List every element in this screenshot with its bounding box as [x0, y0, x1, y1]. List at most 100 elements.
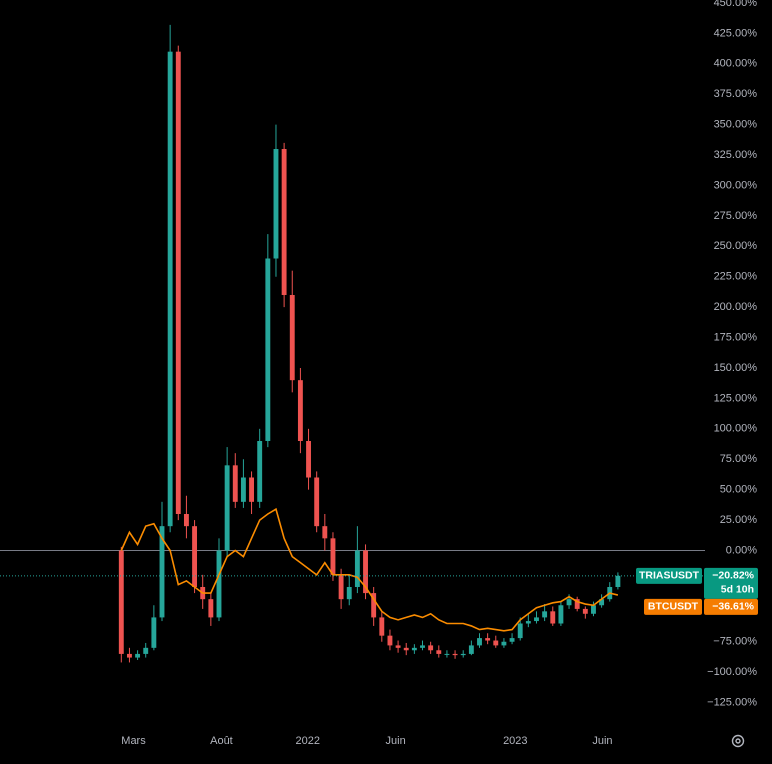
value-tag-text: −20.82% — [712, 570, 754, 582]
candle-body — [574, 599, 580, 609]
series-name-tag-text: TRIASUSDT — [639, 570, 700, 582]
candle-body — [501, 641, 507, 646]
candle-body — [582, 608, 588, 614]
y-tick-label: 225.00% — [714, 271, 758, 283]
y-tick-label: 450.00% — [714, 0, 758, 9]
line-series — [120, 507, 619, 632]
x-tick-label: Août — [210, 735, 233, 747]
candle-body — [232, 465, 238, 502]
candle-body — [534, 617, 539, 622]
candle-body — [615, 575, 621, 587]
candle-body — [167, 51, 173, 527]
candle-body — [558, 605, 564, 624]
y-tick-label: 75.00% — [720, 453, 758, 465]
candle-body — [444, 653, 450, 655]
candle-body — [338, 574, 344, 600]
candle-body — [346, 587, 352, 600]
y-tick-label: 275.00% — [714, 210, 758, 222]
x-tick-label: 2023 — [503, 735, 527, 747]
candles — [118, 24, 621, 663]
candle-body — [297, 380, 303, 441]
candle-body — [436, 650, 442, 654]
series-name-tag — [644, 598, 702, 615]
candle-body — [525, 621, 531, 624]
candle-body — [395, 645, 401, 648]
candle-body — [452, 653, 458, 656]
y-tick-label: 375.00% — [714, 88, 758, 100]
candle-body — [314, 477, 320, 527]
candle-body — [517, 623, 523, 639]
candle-body — [257, 441, 263, 502]
candle-body — [403, 647, 409, 651]
candle-body — [118, 550, 124, 654]
countdown-text: 5d 10h — [721, 584, 754, 596]
candle-body — [599, 599, 605, 606]
candle-body — [322, 526, 328, 539]
candle-body — [542, 611, 548, 618]
candle-body — [550, 611, 556, 624]
y-tick-label: 100.00% — [714, 423, 758, 435]
candle-body — [371, 593, 377, 618]
y-tick-label: 175.00% — [714, 331, 758, 343]
series-name-tag-text: BTCUSDT — [648, 601, 699, 613]
y-tick-label: 400.00% — [714, 58, 758, 70]
value-tag-text: −36.61% — [712, 601, 754, 613]
y-tick-label: 25.00% — [720, 514, 758, 526]
y-tick-label: 300.00% — [714, 179, 758, 191]
candle-body — [126, 653, 132, 658]
x-tick-label: Juin — [592, 735, 612, 747]
candle-body — [240, 477, 246, 502]
candle-body — [379, 617, 385, 636]
gear-inner[interactable] — [735, 738, 741, 744]
candle-body — [306, 441, 311, 478]
candle-body — [354, 550, 360, 587]
y-tick-label: 50.00% — [720, 484, 758, 496]
settings-icon[interactable] — [731, 734, 745, 748]
y-tick-label: 325.00% — [714, 149, 758, 161]
candle-body — [208, 599, 214, 618]
candle-body — [143, 647, 149, 654]
y-tick-label: −125.00% — [707, 696, 757, 708]
candle-body — [460, 653, 466, 656]
candle-body — [566, 599, 572, 606]
y-tick-label: 250.00% — [714, 240, 758, 252]
candle-body — [509, 638, 515, 642]
y-tick-label: −75.00% — [713, 636, 757, 648]
x-tick-label: Juin — [386, 735, 406, 747]
y-tick-label: 425.00% — [714, 27, 758, 39]
candle-body — [493, 640, 499, 646]
candle-body — [411, 647, 417, 651]
x-tick-label: Mars — [121, 735, 146, 747]
candle-body — [420, 645, 425, 648]
candle-body — [468, 645, 474, 654]
candle-body — [183, 514, 189, 527]
candle-body — [281, 149, 287, 295]
candle-body — [428, 645, 434, 651]
candle-body — [387, 635, 393, 646]
candle-body — [273, 149, 279, 259]
y-tick-label: 200.00% — [714, 301, 758, 313]
gear-outer[interactable] — [731, 734, 745, 748]
candle-body — [192, 526, 198, 587]
candle-body — [265, 258, 271, 441]
value-tag — [704, 567, 758, 599]
y-tick-label: 125.00% — [714, 392, 758, 404]
y-tick-label: 150.00% — [714, 362, 758, 374]
candle-body — [363, 550, 368, 594]
y-tick-label: 0.00% — [726, 544, 757, 556]
x-tick-label: 2022 — [295, 735, 319, 747]
y-tick-label: −100.00% — [707, 666, 757, 678]
candle-body — [216, 550, 222, 618]
y-tick-label: 350.00% — [714, 119, 758, 131]
value-tag — [704, 598, 758, 615]
candle-body — [289, 295, 295, 381]
candle-body — [159, 526, 165, 618]
candle-body — [175, 51, 181, 515]
candle-body — [151, 617, 157, 648]
candle-body — [224, 465, 230, 551]
candle-body — [249, 477, 254, 502]
candle-body — [330, 538, 336, 575]
